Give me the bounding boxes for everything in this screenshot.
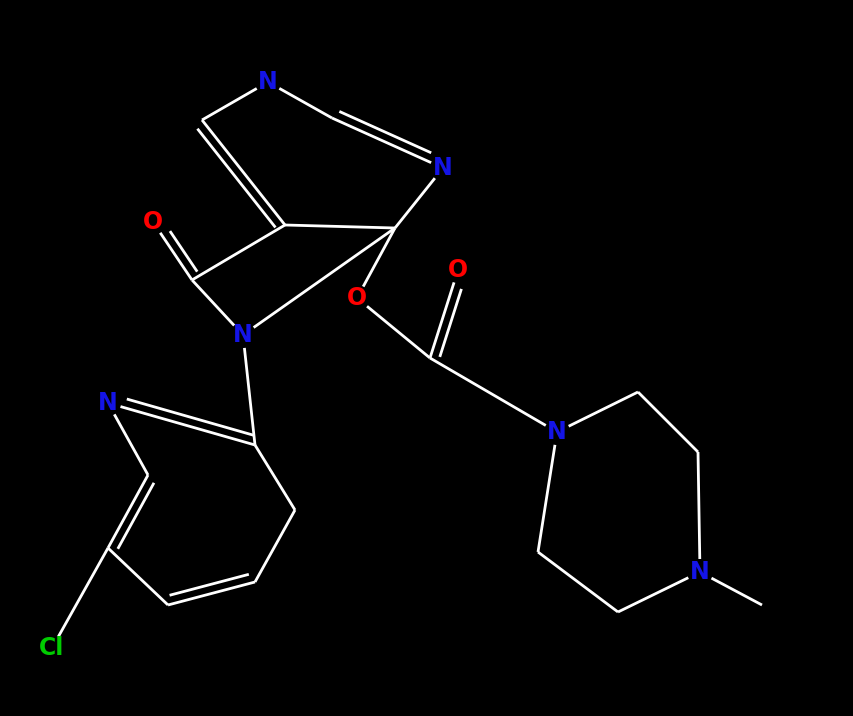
Text: O: O [346, 286, 367, 310]
Text: O: O [142, 210, 163, 234]
Text: N: N [98, 391, 118, 415]
Text: N: N [233, 323, 252, 347]
Text: Cl: Cl [39, 636, 65, 660]
Text: N: N [547, 420, 566, 444]
Text: N: N [258, 70, 277, 94]
Text: O: O [448, 258, 467, 282]
Text: N: N [432, 156, 452, 180]
Text: N: N [689, 560, 709, 584]
